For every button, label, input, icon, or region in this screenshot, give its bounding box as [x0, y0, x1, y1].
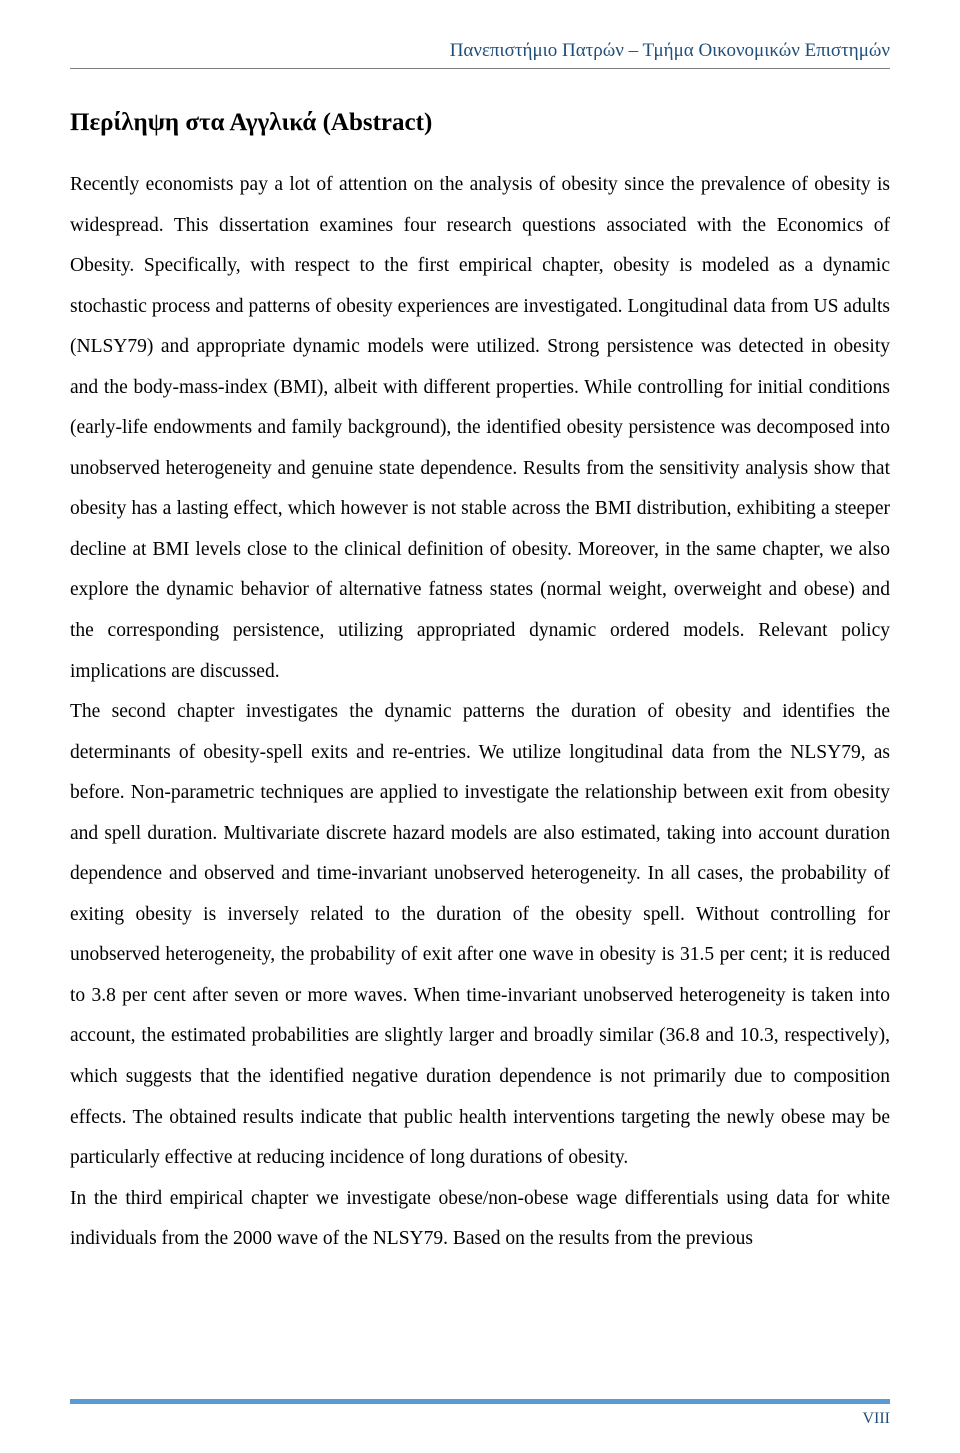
section-title: Περίληψη στα Αγγλικά (Abstract)	[70, 109, 890, 137]
page-number: VIII	[70, 1410, 890, 1428]
abstract-body: Recently economists pay a lot of attenti…	[70, 165, 890, 1260]
abstract-paragraph-3: In the third empirical chapter we invest…	[70, 1188, 890, 1250]
page-footer: VIII	[70, 1399, 890, 1428]
abstract-paragraph-2: The second chapter investigates the dyna…	[70, 701, 890, 1168]
page-header-institution: Πανεπιστήμιο Πατρών – Τμήμα Οικονομικών …	[70, 40, 890, 68]
abstract-paragraph-1: Recently economists pay a lot of attenti…	[70, 174, 890, 682]
header-rule	[70, 68, 890, 69]
footer-bar	[70, 1399, 890, 1404]
